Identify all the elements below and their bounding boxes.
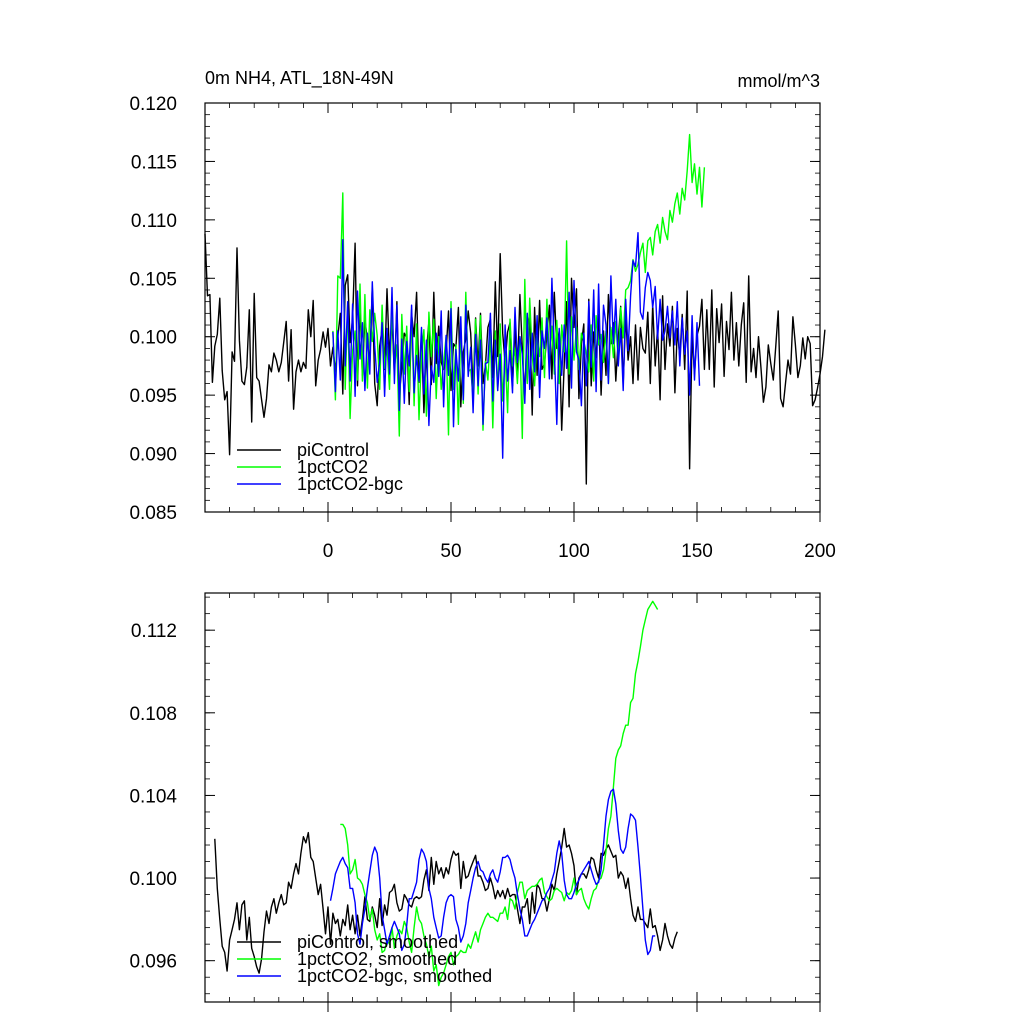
y-tick-label: 0.095 bbox=[129, 386, 177, 407]
legend-label: 1pctCO2, smoothed bbox=[297, 949, 457, 969]
bottom-panel: 0.096 0.100 0.104 0.108 0.112 piControl, smo… bbox=[129, 592, 821, 1012]
x-tick-label: 50 bbox=[440, 541, 461, 562]
x-tick-label: 0 bbox=[323, 541, 334, 562]
y-tick-label: 0.104 bbox=[129, 786, 177, 807]
y-tick-labels-top: 0.085 0.090 0.095 0.100 0.105 0.110 0.115 0.120 bbox=[129, 94, 177, 524]
legend-label: piControl bbox=[297, 440, 369, 460]
units-label: mmol/m^3 bbox=[738, 71, 820, 91]
plot-frame-top bbox=[204, 102, 821, 513]
chart-title: 0m NH4, ATL_18N-49N bbox=[205, 68, 394, 89]
x-tick-label: 100 bbox=[558, 541, 590, 562]
series-line-1pctco2 bbox=[332, 133, 706, 440]
x-tick-label: 200 bbox=[804, 541, 836, 562]
y-tick-label: 0.096 bbox=[129, 952, 177, 973]
y-tick-label: 0.110 bbox=[131, 211, 177, 232]
legend-label: piControl, smoothed bbox=[297, 932, 458, 952]
legend-label: 1pctCO2 bbox=[297, 457, 368, 477]
ticks-bottom bbox=[204, 593, 821, 1012]
y-tick-label: 0.105 bbox=[129, 269, 177, 290]
series-line-1pctco2-smoothed bbox=[340, 600, 659, 987]
series-lines-top bbox=[204, 133, 826, 485]
y-tick-label: 0.090 bbox=[129, 445, 177, 466]
y-tick-label: 0.112 bbox=[131, 621, 177, 642]
x-tick-labels-top: 0 50 100 150 200 bbox=[323, 541, 836, 562]
y-tick-label: 0.100 bbox=[129, 328, 177, 349]
y-tick-label: 0.085 bbox=[129, 503, 177, 524]
series-lines-bottom bbox=[214, 600, 678, 987]
y-tick-labels-bottom: 0.096 0.100 0.104 0.108 0.112 bbox=[129, 621, 177, 973]
y-tick-label: 0.100 bbox=[129, 869, 177, 890]
y-tick-label: 0.120 bbox=[129, 94, 177, 115]
y-tick-label: 0.108 bbox=[129, 704, 177, 725]
legend-label: 1pctCO2-bgc, smoothed bbox=[297, 966, 492, 986]
series-line-1pctco2-bgc bbox=[332, 231, 701, 459]
legend-label: 1pctCO2-bgc bbox=[297, 474, 403, 494]
series-line-1pctco2-bgc-smoothed bbox=[329, 788, 656, 956]
y-tick-label: 0.115 bbox=[131, 152, 177, 173]
top-panel: 0m NH4, ATL_18N-49N mmol/m^3 0.0850.0900… bbox=[129, 68, 835, 562]
x-tick-label: 150 bbox=[681, 541, 713, 562]
plot-frame-bottom bbox=[204, 592, 821, 1003]
ticks-top bbox=[204, 102, 821, 522]
series-line-picontrol-smoothed bbox=[214, 827, 678, 974]
